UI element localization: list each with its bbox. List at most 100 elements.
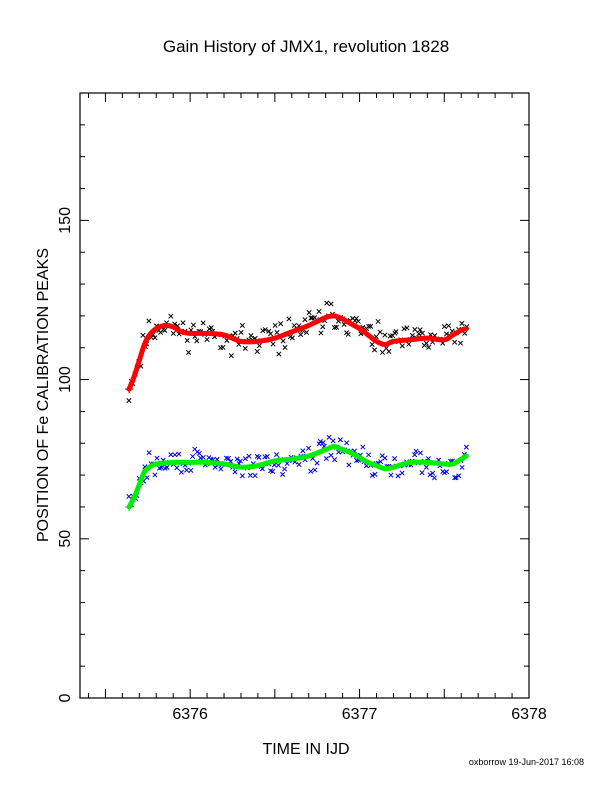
data-point [180,320,186,326]
data-point [333,324,339,330]
data-point [256,454,262,461]
data-point [273,452,280,458]
data-point [419,470,425,476]
data-point [234,456,240,462]
data-point [457,340,464,346]
data-point [366,452,372,458]
data-point [218,466,224,472]
data-point [174,465,180,471]
data-point [239,322,245,328]
series-start-marker [125,502,134,511]
data-point [452,339,458,345]
data-point [256,343,262,349]
data-point [371,347,378,353]
scatter-series [126,434,469,508]
x-tick-label: 6377 [342,706,378,723]
data-point [372,471,378,477]
data-point [252,473,258,479]
data-point [188,467,194,473]
data-point [412,327,418,333]
data-point [369,341,375,347]
data-point [401,326,407,332]
data-point [417,450,424,456]
data-point [318,330,324,336]
data-point [164,464,170,471]
x-axis-ticks: 6376 6377 6378 [87,93,547,723]
y-tick-label: 0 [57,693,74,702]
data-point [212,464,218,470]
data-point [254,348,260,355]
data-point [320,440,326,446]
data-point [463,444,469,450]
x-tick-label: 6376 [172,706,208,723]
data-point [184,337,190,343]
data-point [172,452,178,458]
data-point [330,438,336,444]
data-point [419,330,425,336]
data-point [168,452,174,458]
data-point [316,308,322,314]
data-point [178,469,184,475]
data-point [366,323,372,329]
data-point [237,458,244,464]
data-point [176,451,182,457]
data-point [232,469,238,475]
data-point [360,444,366,450]
data-point [280,338,286,344]
data-point [298,332,304,338]
y-tick-label: 100 [57,366,74,393]
data-point [282,344,288,351]
data-point [242,345,248,351]
data-point [246,453,252,459]
data-point [296,462,302,468]
data-point [140,332,146,338]
data-point [228,353,234,359]
chart-title: Gain History of JMX1, revolution 1828 [163,37,449,56]
data-point [395,473,401,479]
data-point [185,349,192,355]
series-line [126,313,469,392]
data-point [314,460,320,466]
data-point [275,462,281,468]
data-point [306,445,312,451]
data-point [430,470,436,476]
data-point [302,317,308,323]
data-point [446,323,452,329]
data-point [328,452,334,458]
data-point [238,329,244,335]
data-point [190,322,196,328]
data-point [303,329,310,336]
y-tick-label: 150 [57,207,74,234]
y-tick-label: 50 [57,530,74,548]
data-point [456,473,462,479]
data-point [144,475,150,481]
data-point [345,331,351,337]
data-point [452,475,458,481]
data-point [324,300,330,306]
x-tick-label: 6378 [511,706,547,723]
data-point [220,344,226,350]
data-point [377,329,383,335]
data-point [368,323,374,329]
x-axis-label: TIME IN IJD [262,741,349,758]
data-point [276,351,282,357]
data-point [270,341,276,347]
data-point [264,454,270,460]
data-point [326,434,332,440]
data-point [286,316,292,322]
data-point [200,454,206,460]
data-point [300,448,306,454]
data-point [386,348,392,355]
data-point [200,320,206,326]
data-point [289,335,295,341]
data-point [317,438,323,445]
data-point [369,472,375,479]
series-layer [125,300,470,511]
data-point [262,327,268,333]
data-point [388,472,394,478]
data-point [444,469,450,475]
data-point [291,322,297,329]
data-point [353,315,359,322]
data-point [152,335,158,341]
